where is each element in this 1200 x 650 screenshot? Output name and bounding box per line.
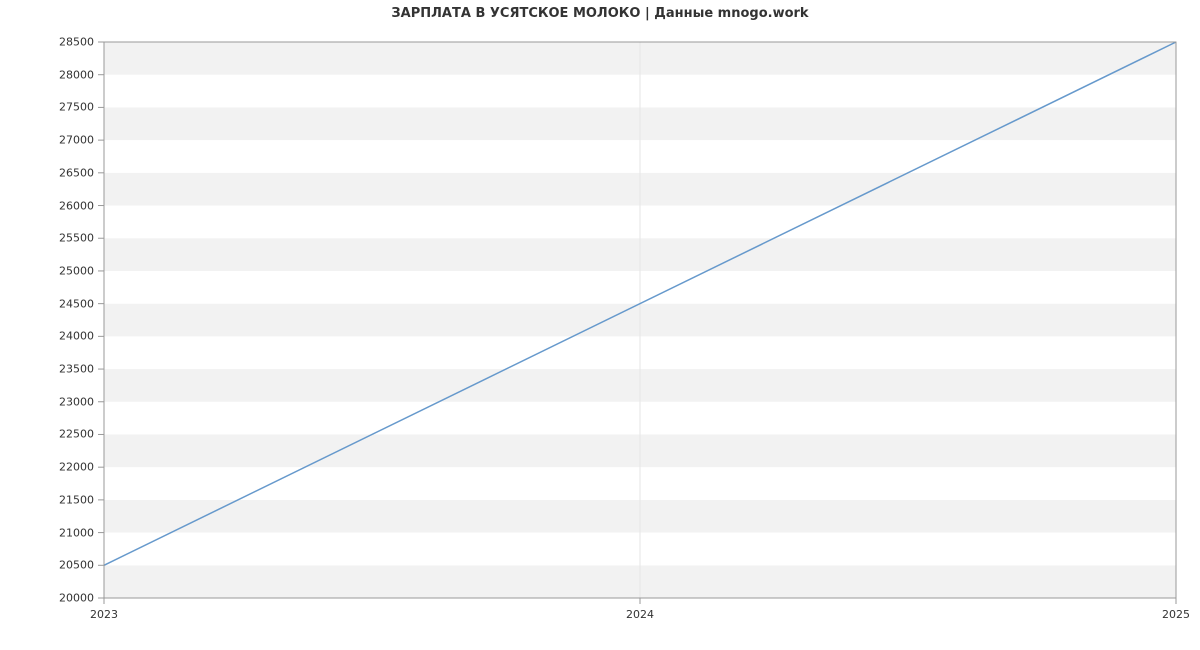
y-tick-label: 21500 <box>59 493 94 506</box>
y-tick-label: 23000 <box>59 395 94 408</box>
y-tick-label: 27000 <box>59 134 94 147</box>
y-tick-label: 24500 <box>59 297 94 310</box>
y-tick-label: 21000 <box>59 526 94 539</box>
y-tick-label: 25000 <box>59 264 94 277</box>
plot-area <box>104 42 1176 598</box>
y-tick-label: 22000 <box>59 461 94 474</box>
y-tick-label: 27500 <box>59 101 94 114</box>
y-tick-label: 26000 <box>59 199 94 212</box>
y-tick-label: 28000 <box>59 68 94 81</box>
y-tick-label: 28500 <box>59 36 94 49</box>
y-tick-label: 25500 <box>59 232 94 245</box>
y-tick-label: 20000 <box>59 592 94 605</box>
y-tick-label: 23500 <box>59 363 94 376</box>
y-tick-label: 22500 <box>59 428 94 441</box>
chart-title: ЗАРПЛАТА В УСЯТСКОЕ МОЛОКО | Данные mnog… <box>0 6 1200 21</box>
y-tick-label: 20500 <box>59 559 94 572</box>
x-tick-label: 2025 <box>1162 608 1190 621</box>
salary-chart: ЗАРПЛАТА В УСЯТСКОЕ МОЛОКО | Данные mnog… <box>0 0 1200 650</box>
x-tick-label: 2024 <box>626 608 654 621</box>
plot-svg <box>94 32 1186 608</box>
y-tick-label: 26500 <box>59 166 94 179</box>
x-tick-label: 2023 <box>90 608 118 621</box>
y-tick-label: 24000 <box>59 330 94 343</box>
